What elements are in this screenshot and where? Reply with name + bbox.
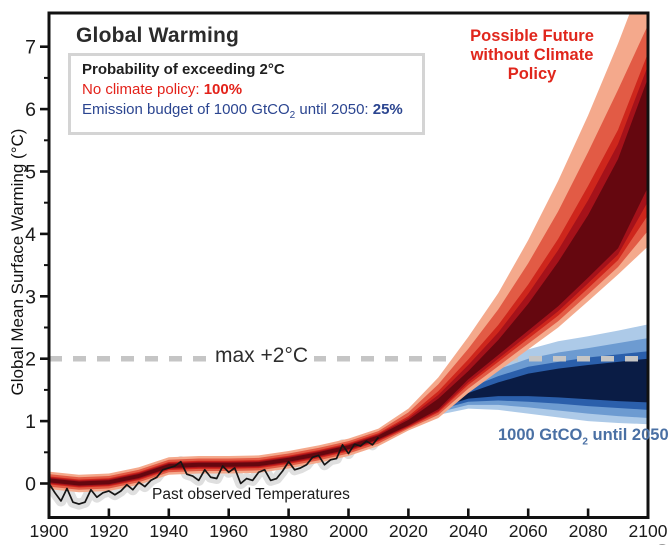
y-axis-title: Global Mean Surface Warming (°C) [8,128,27,396]
y-tick-label: 1 [25,411,36,433]
plot-area [49,13,648,510]
x-tick-label: 2020 [389,521,428,541]
x-tick-label: 2080 [569,521,608,541]
y-tick-label: 0 [25,474,36,496]
no-policy-fan-band [49,13,648,493]
annotation-no-policy: Possible Future without Climate Policy [470,27,594,83]
legend-heading: Probability of exceeding 2°C [82,61,285,78]
y-tick-label: 4 [25,224,36,246]
legend-budget-value: 25% [372,101,403,118]
y-tick-label: 5 [25,162,36,184]
legend-budget: Emission budget of 1000 GtCO2 until 2050… [82,101,403,121]
y-tick-label: 2 [25,349,36,371]
x-tick-label: 2000 [329,521,368,541]
annotation-budget: 1000 GtCO2 until 2050 [498,426,669,448]
x-tick-label: 1920 [89,521,128,541]
chart-title: Global Warming [76,24,240,47]
x-tick-label: 1940 [149,521,188,541]
threshold-label: max +2°C [209,344,315,368]
x-tick-label: 1960 [209,521,248,541]
budget-fan-band [378,358,648,437]
x-tick-label: 1900 [30,521,69,541]
y-tick-label: 7 [25,37,36,59]
legend-box: Probability of exceeding 2°C No climate … [68,53,425,135]
legend-no-policy: No climate policy: 100% [82,81,243,98]
no-policy-fan-band [49,77,648,486]
observed-temperature-line [49,436,380,505]
x-tick-label: 1980 [269,521,308,541]
y-tick-label: 6 [25,99,36,121]
observed-label: Past observed Temperatures [152,486,350,503]
x-tick-label: 2100 [629,521,668,541]
x-tick-label: 2060 [509,521,548,541]
x-tick-label: 2040 [449,521,488,541]
legend-no-policy-value: 100% [203,81,243,98]
y-tick-label: 3 [25,286,36,308]
